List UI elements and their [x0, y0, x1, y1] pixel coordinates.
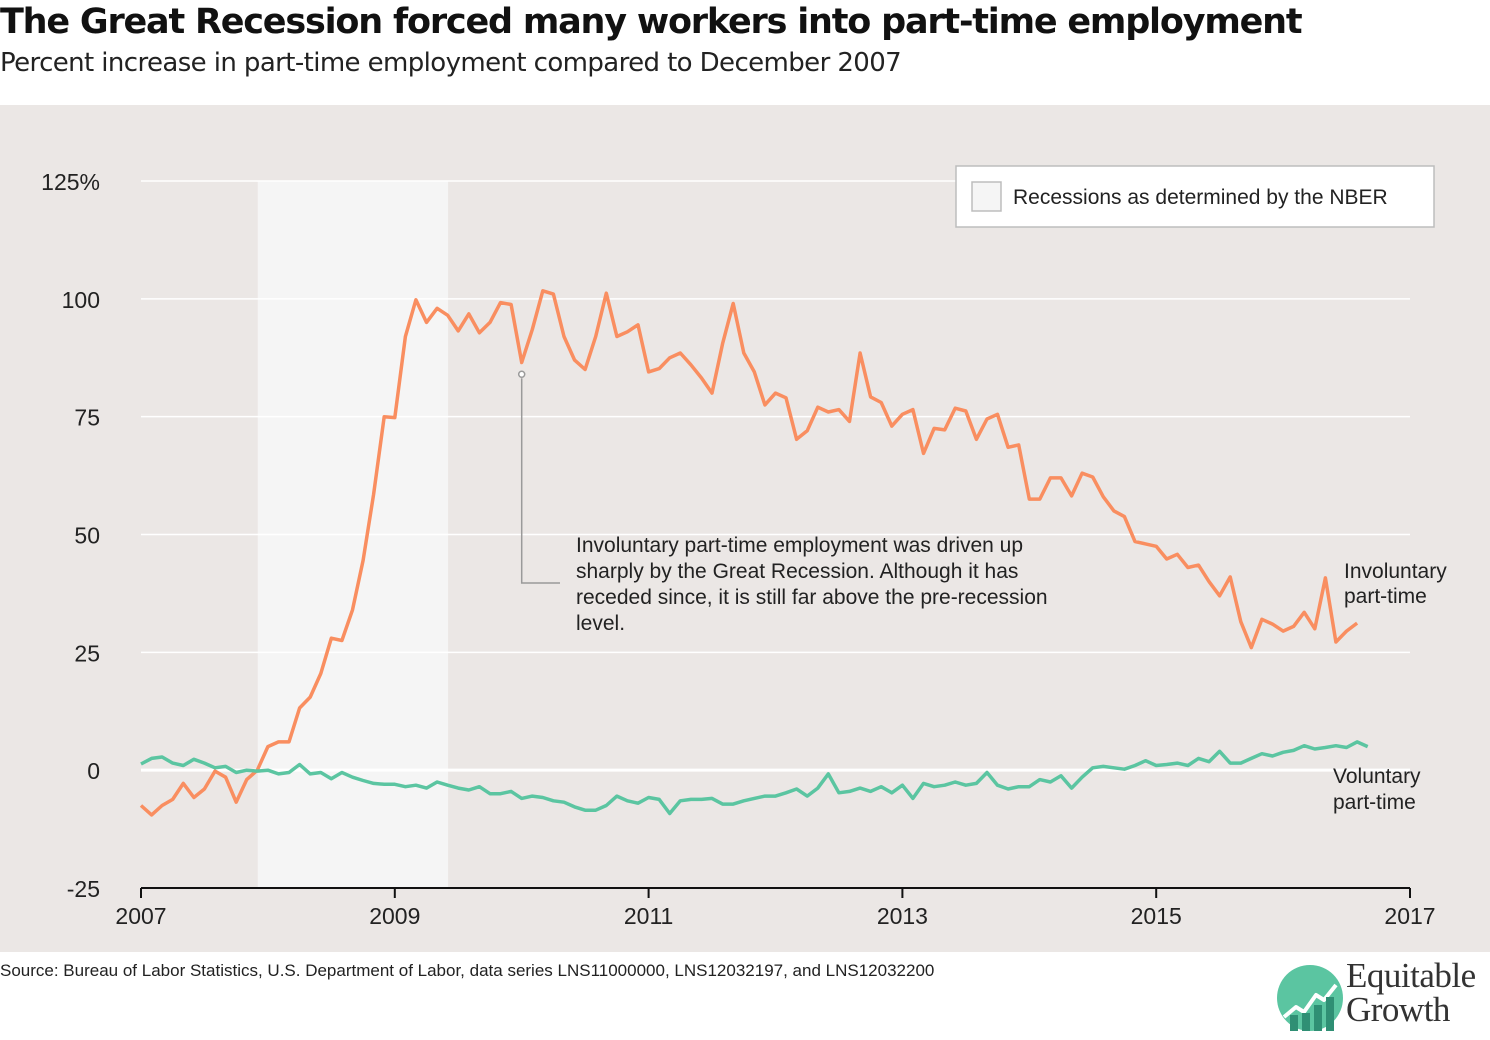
- annotation-point-marker: [517, 370, 526, 378]
- annotation-line-3: receded since, it is still far above the…: [576, 586, 1048, 609]
- legend-swatch-recession: [971, 181, 1002, 212]
- annotation-line-2: sharply by the Great Recession. Although…: [576, 560, 1018, 583]
- plot-background: [0, 105, 1490, 952]
- y-tick-label: 125%: [41, 169, 100, 195]
- series-label-voluntary-1: Voluntary: [1333, 765, 1421, 788]
- chart-title: The Great Recession forced many workers …: [0, 2, 1303, 42]
- legend-box: [955, 165, 1435, 228]
- series-label-involuntary-1: Involuntary: [1344, 560, 1447, 583]
- logo-word-2: Growth: [1346, 990, 1450, 1029]
- y-tick-label: 0: [87, 758, 100, 784]
- legend-label: Recessions as determined by the NBER: [1013, 186, 1388, 209]
- y-tick-label: 100: [62, 287, 100, 313]
- source-note: Source: Bureau of Labor Statistics, U.S.…: [0, 961, 935, 980]
- annotation-line-1: Involuntary part-time employment was dri…: [576, 534, 1023, 557]
- x-tick-label: 2007: [115, 903, 166, 929]
- y-tick-label: 50: [74, 523, 100, 549]
- logo-word-1: Equitable: [1346, 956, 1476, 995]
- chart-subtitle: Percent increase in part-time employment…: [0, 48, 902, 78]
- x-tick-label: 2015: [1131, 903, 1182, 929]
- x-tick-label: 2011: [624, 903, 673, 929]
- x-tick-label: 2013: [877, 903, 928, 929]
- rising-chart-circle-icon: [1277, 965, 1343, 1031]
- series-label-involuntary-2: part-time: [1344, 585, 1427, 608]
- y-tick-label: 75: [74, 405, 100, 431]
- x-tick-label: 2009: [369, 903, 420, 929]
- legend: Recessions as determined by the NBER: [955, 165, 1435, 228]
- series-line-voluntary: [140, 740, 1369, 816]
- annotation-leader-line: [520, 378, 560, 584]
- y-tick-label: -25: [67, 876, 100, 902]
- x-tick-label: 2017: [1384, 903, 1435, 929]
- annotation-line-4: level.: [576, 612, 625, 635]
- y-tick-label: 25: [74, 640, 100, 666]
- series-line-involuntary: [139, 289, 1359, 817]
- series-label-voluntary-2: part-time: [1333, 791, 1416, 814]
- equitable-growth-logo: Equitable Growth: [1276, 955, 1490, 1040]
